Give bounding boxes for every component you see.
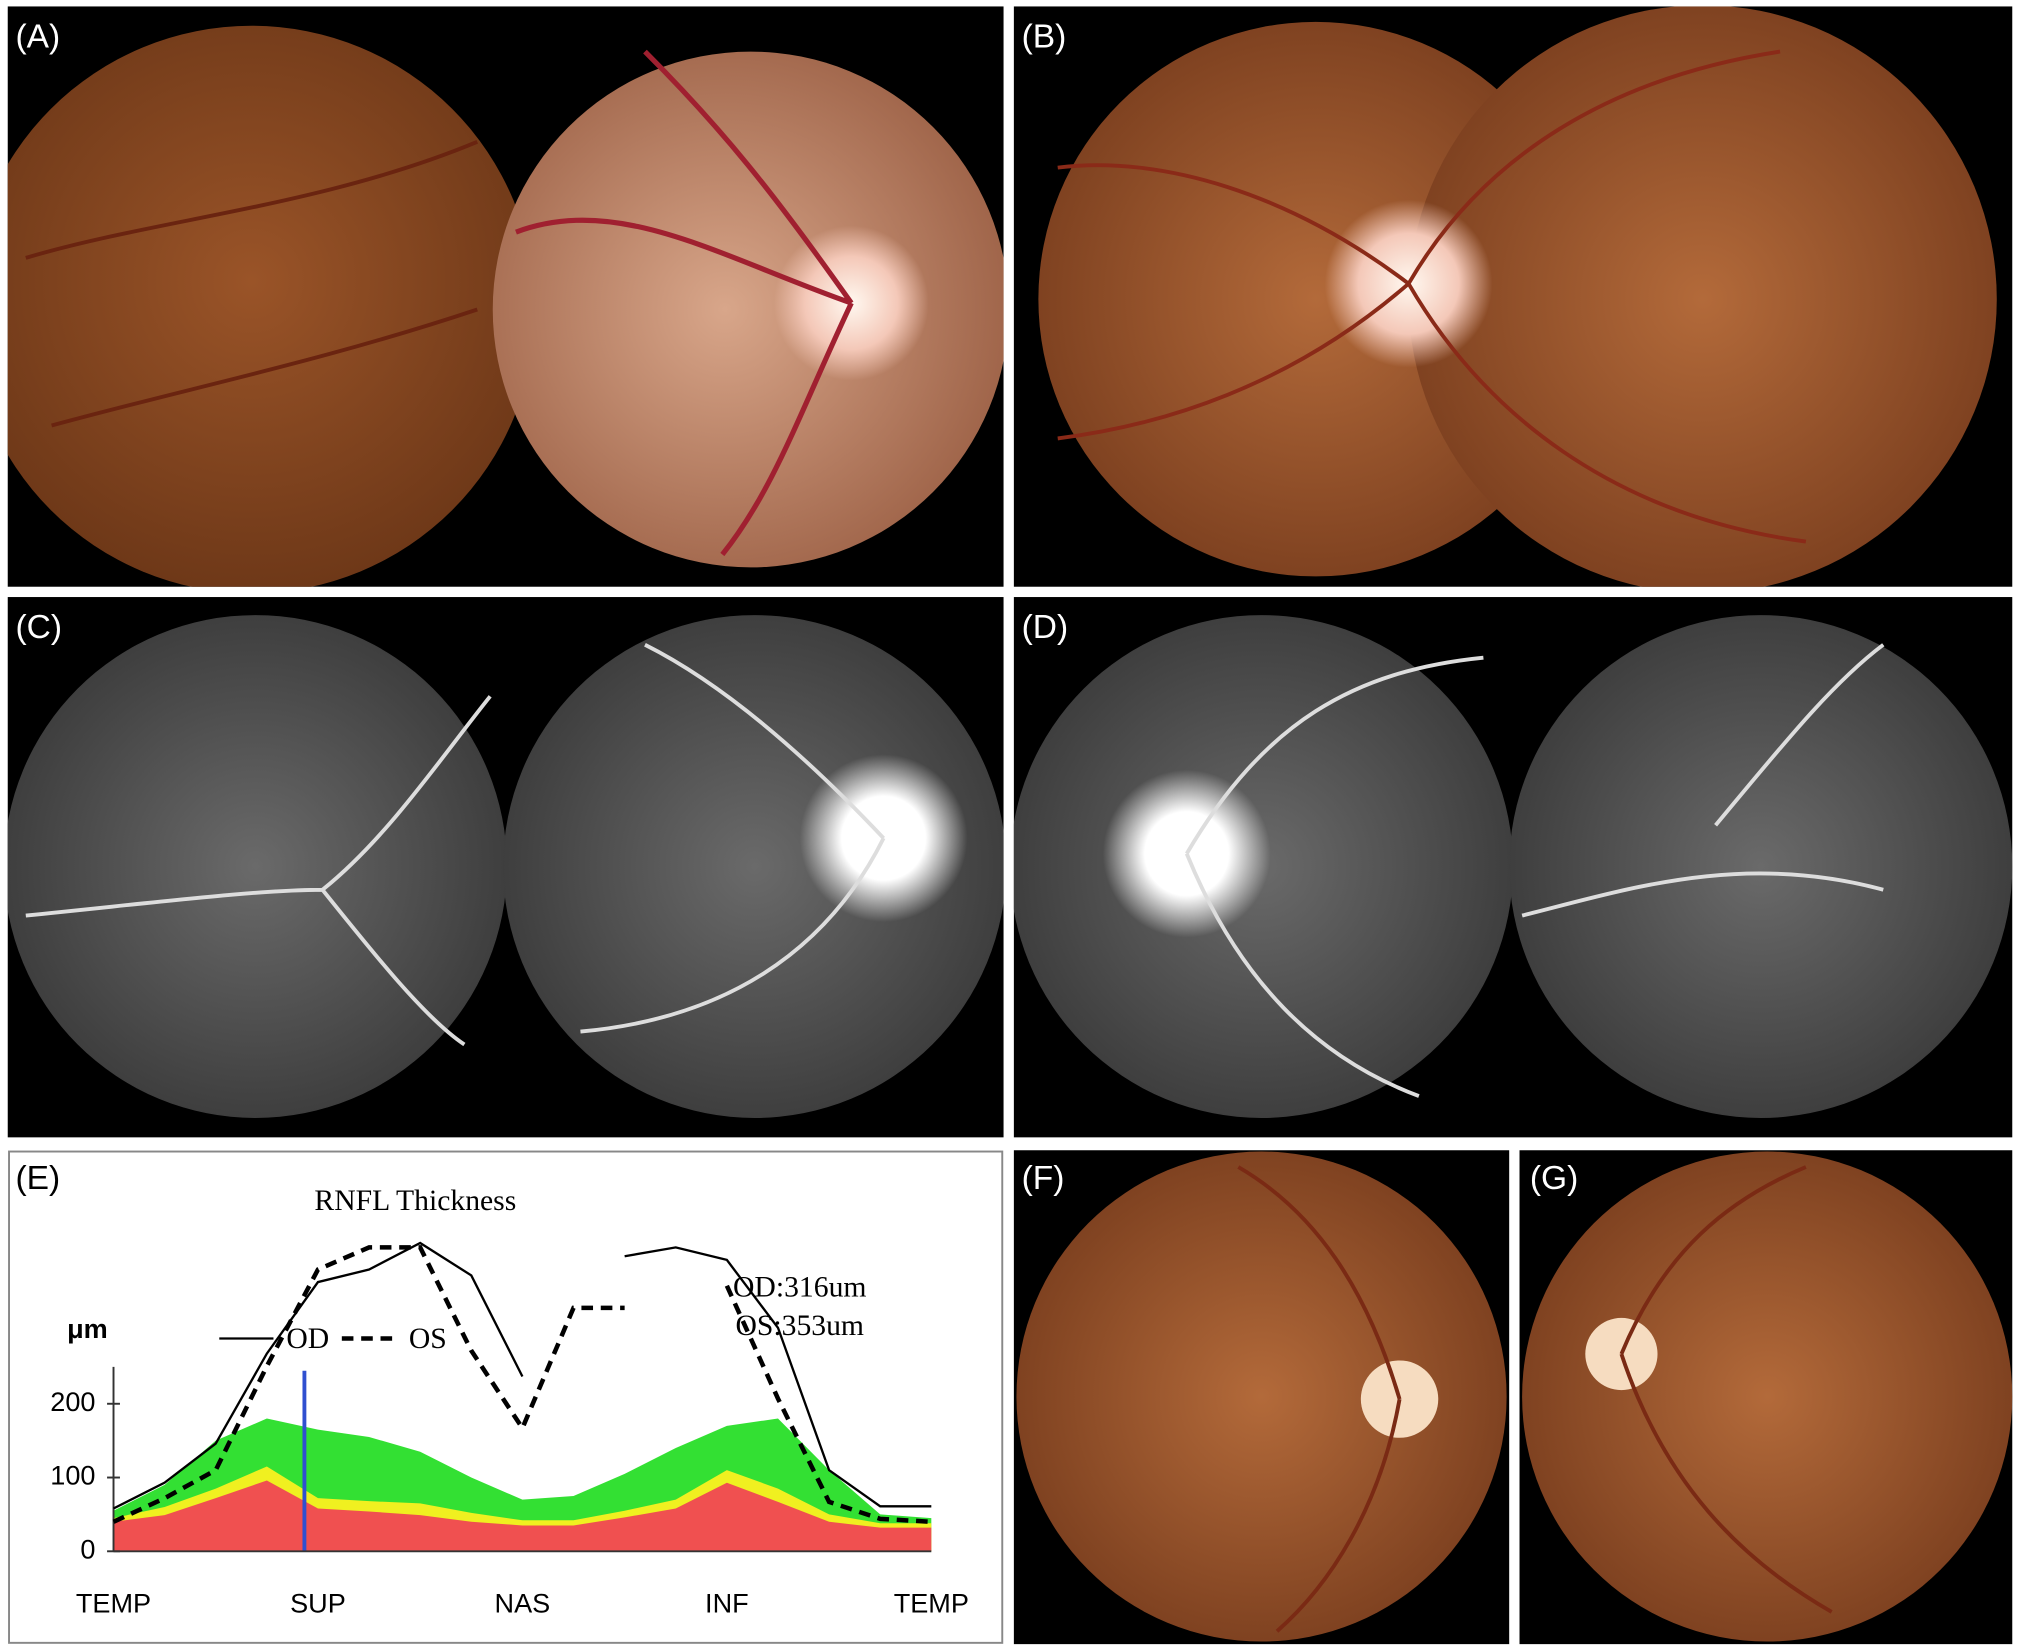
x-tick-label: INF xyxy=(705,1588,749,1619)
x-tick-label: TEMP xyxy=(76,1588,151,1619)
annotation: OS:353um xyxy=(735,1310,864,1342)
vessel xyxy=(25,643,886,1047)
x-tick-label: SUP xyxy=(290,1588,346,1619)
series-line xyxy=(112,1241,932,1510)
panel-label: (D) xyxy=(1022,609,1069,646)
annotation: OD:316um xyxy=(733,1271,866,1303)
angiogram xyxy=(503,615,1004,1118)
fundus-photo xyxy=(7,25,536,587)
vessel xyxy=(1057,49,1807,544)
vessel xyxy=(25,140,479,428)
series-line xyxy=(112,1245,932,1525)
chart-title: RNFL Thickness xyxy=(314,1185,516,1217)
chart-panel xyxy=(8,1150,1004,1644)
legend-label: OS xyxy=(409,1323,447,1355)
y-tick-label: 0 xyxy=(80,1533,95,1564)
y-tick-label: 100 xyxy=(50,1460,95,1491)
fundus-photo xyxy=(492,51,1004,568)
panel-label: (E) xyxy=(15,1160,60,1197)
fundus-photo xyxy=(1408,6,1997,587)
y-tick-label: 200 xyxy=(50,1386,95,1417)
vessel xyxy=(1237,1165,1402,1633)
panel-label: (C) xyxy=(15,609,62,646)
angiogram xyxy=(1509,615,2013,1119)
panel-label: (G) xyxy=(1530,1160,1578,1197)
legend-label: OD xyxy=(286,1323,329,1355)
panel-label: (B) xyxy=(1022,19,1067,56)
vessel xyxy=(1619,1165,1833,1614)
norm-band xyxy=(113,1480,932,1552)
fundus-photo xyxy=(1522,1151,2013,1642)
panel-label: (A) xyxy=(15,19,60,56)
x-tick-label: NAS xyxy=(495,1588,551,1619)
panel-label: (F) xyxy=(1022,1160,1065,1197)
x-tick-label: TEMP xyxy=(894,1588,969,1619)
y-axis-unit: μm xyxy=(67,1313,108,1344)
vessel xyxy=(1184,643,1885,1098)
angiogram xyxy=(7,615,507,1118)
fundus-photo xyxy=(1016,1151,1507,1642)
optic-disc xyxy=(1102,769,1271,938)
vessel xyxy=(515,49,854,557)
